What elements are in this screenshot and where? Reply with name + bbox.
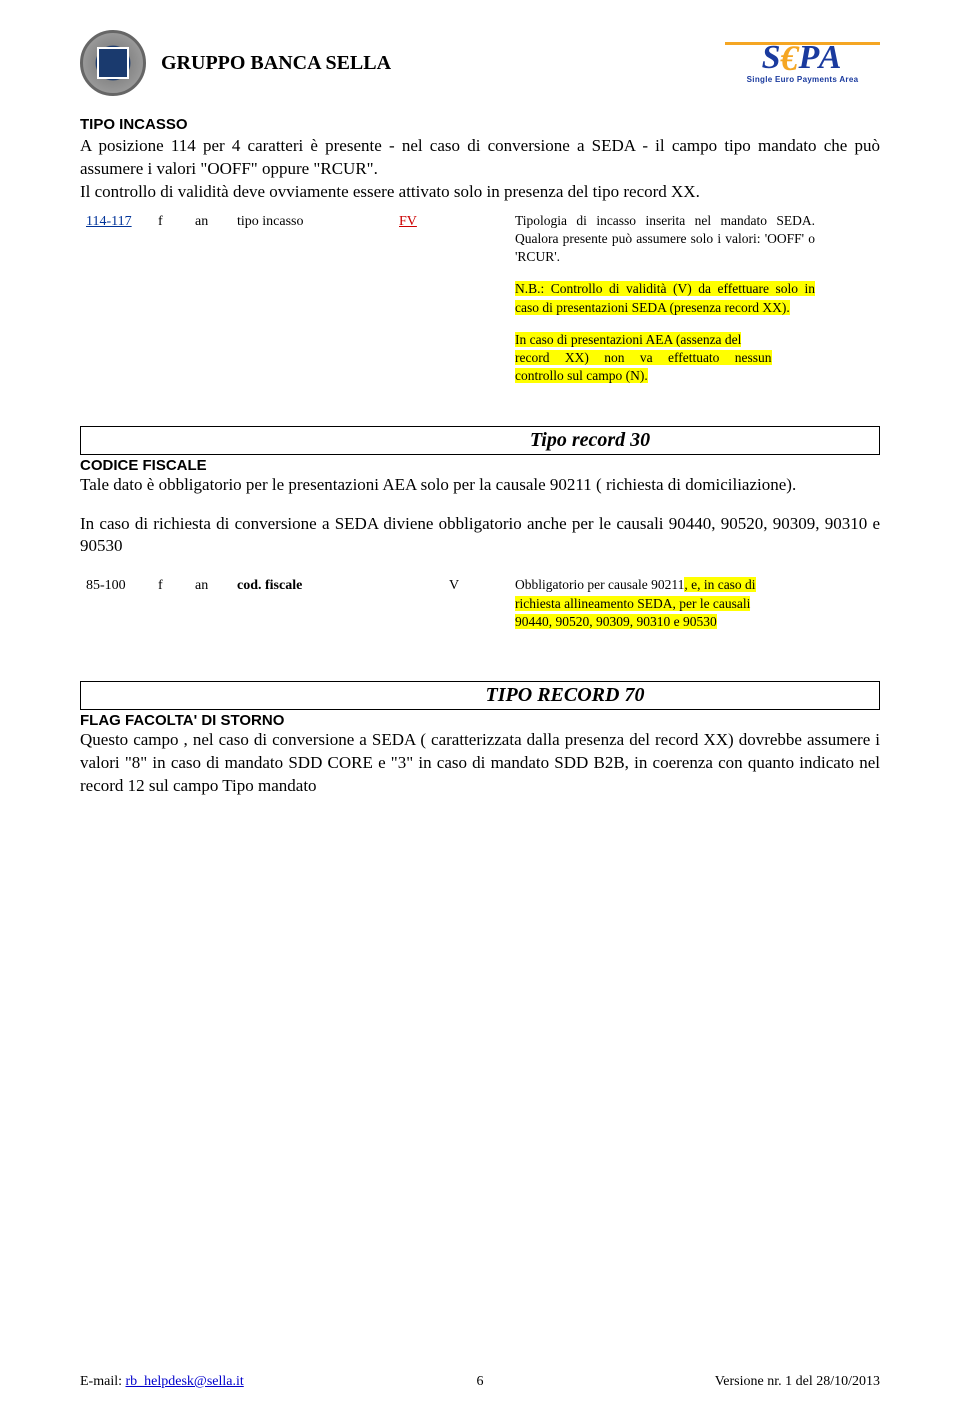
section1-heading: TIPO INCASSO <box>80 116 880 133</box>
footer-page-number: 6 <box>477 1374 484 1390</box>
t2-c4: cod. fiscale <box>231 576 393 631</box>
page-header: GRUPPO BANCA SELLA S€PA Single Euro Paym… <box>80 30 880 96</box>
record30-para2: In caso di richiesta di conversione a SE… <box>80 513 880 559</box>
record30-heading: CODICE FISCALE <box>80 457 880 474</box>
section1-para1: A posizione 114 per 4 caratteri è presen… <box>80 135 880 181</box>
t1-c3: an <box>189 212 231 386</box>
t1-d2a: In caso di presentazioni AEA (assenza de… <box>515 332 741 347</box>
record70-heading: FLAG FACOLTA' DI STORNO <box>80 712 880 729</box>
footer-version: Versione nr. 1 del 28/10/2013 <box>715 1374 880 1390</box>
t2-hl3: 90440, 90520, 90309, 90310 e 90530 <box>515 614 717 629</box>
t1-c4: tipo incasso <box>231 212 393 386</box>
header-left: GRUPPO BANCA SELLA <box>80 30 391 96</box>
sepa-subtitle: Single Euro Payments Area <box>747 75 859 84</box>
t2-c2: f <box>152 576 189 631</box>
page-footer: E-mail: rb_helpdesk@sella.it 6 Versione … <box>80 1374 880 1390</box>
t1-d2b: record XX) non va effettuato nessun <box>515 350 772 365</box>
t1-c2: f <box>152 212 189 386</box>
t2-hl1: , e, in caso di <box>684 577 755 592</box>
t1-desc: Tipologia di incasso inserita nel mandat… <box>515 212 815 386</box>
company-name: GRUPPO BANCA SELLA <box>161 52 391 75</box>
record70-title: TIPO RECORD 70 <box>81 684 879 707</box>
t1-d2c: controllo sul campo (N). <box>515 368 648 383</box>
sepa-logo-icon: S€PA Single Euro Payments Area <box>725 42 880 83</box>
t1-c1: 114-117 <box>80 212 152 386</box>
t2-c5: V <box>393 576 515 631</box>
t1-nb: N.B.: Controllo di validità (V) da effet… <box>515 281 815 314</box>
record70-para: Questo campo , nel caso di conversione a… <box>80 729 880 798</box>
footer-left: E-mail: rb_helpdesk@sella.it <box>80 1374 244 1390</box>
record70-title-box: TIPO RECORD 70 <box>80 681 880 710</box>
footer-left-label: E-mail: <box>80 1374 126 1389</box>
record30-title-box: Tipo record 30 <box>80 426 880 455</box>
t2-c3: an <box>189 576 231 631</box>
record30-para1: Tale dato è obbligatorio per le presenta… <box>80 474 880 497</box>
company-logo-icon <box>80 30 146 96</box>
t2-c1: 85-100 <box>80 576 152 631</box>
section1-para2: Il controllo di validità deve ovviamente… <box>80 181 880 204</box>
t1-desc1: Tipologia di incasso inserita nel mandat… <box>515 212 815 267</box>
footer-email-link[interactable]: rb_helpdesk@sella.it <box>126 1374 244 1389</box>
table1: 114-117 f an tipo incasso FV Tipologia d… <box>80 212 880 386</box>
t1-c5: FV <box>393 212 515 386</box>
t2-hl2: richiesta allineamento SEDA, per le caus… <box>515 596 750 611</box>
table2: 85-100 f an cod. fiscale V Obbligatorio … <box>80 576 880 631</box>
record30-title: Tipo record 30 <box>81 429 879 452</box>
t2-desc: Obbligatorio per causale 90211, e, in ca… <box>515 576 815 631</box>
t2-plain: Obbligatorio per causale 90211 <box>515 577 684 592</box>
